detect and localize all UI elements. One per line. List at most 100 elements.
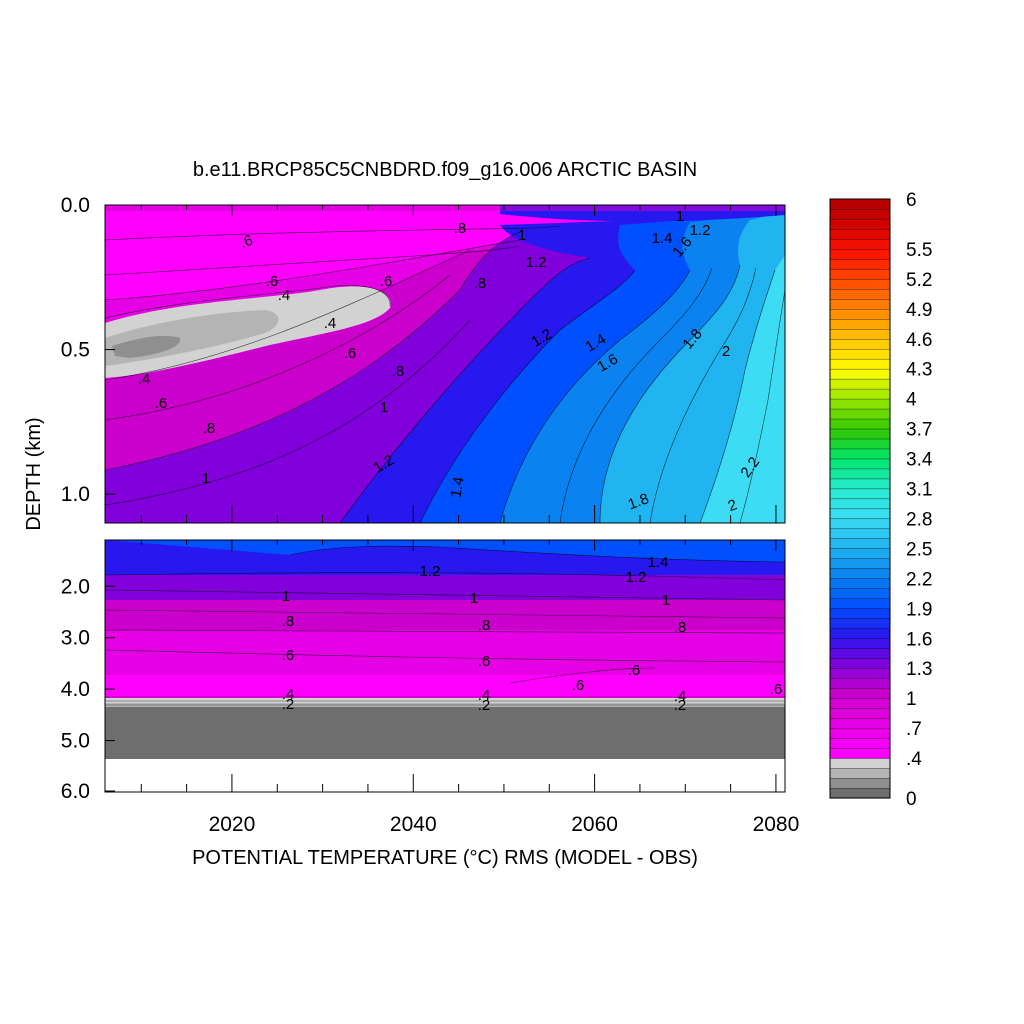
colorbar-swatch	[829, 368, 891, 380]
contour-label: 1.2	[626, 569, 647, 586]
colorbar-swatch	[829, 248, 891, 260]
colorbar-swatch	[829, 618, 891, 629]
contour-line	[105, 249, 471, 381]
colorbar-label: 5.2	[906, 270, 932, 291]
y-tick-label: 3.0	[61, 627, 90, 650]
contour-label: .2	[282, 696, 295, 713]
y-tick-label: 0.0	[61, 194, 90, 217]
colorbar-label: 2.2	[906, 569, 932, 590]
colorbar-label: 2.5	[906, 539, 932, 560]
contour-label: .8	[674, 619, 687, 636]
contour-label: .6	[478, 653, 491, 670]
x-tick-label: 2080	[753, 813, 800, 836]
colorbar-label: 4.6	[906, 330, 932, 351]
contour-line	[289, 545, 785, 563]
colorbar-swatch	[829, 737, 891, 749]
colorbar-swatch	[829, 348, 891, 360]
colorbar-swatch	[829, 688, 891, 699]
colorbar-swatch	[829, 378, 891, 390]
colorbar-swatch	[829, 268, 891, 280]
contour-line	[105, 572, 785, 581]
contour-label: 1	[470, 590, 478, 607]
colorbar-swatch	[829, 398, 891, 410]
colorbar-swatch	[829, 408, 891, 420]
contour-line	[739, 289, 785, 523]
colorbar-label: 4.3	[906, 360, 932, 381]
contour-label: .6	[628, 662, 641, 679]
colorbar-swatch	[829, 198, 891, 210]
chart-title: b.e11.BRCP85C5CNBDRD.f09_g16.006 ARCTIC …	[193, 159, 697, 181]
upper-contour-labels: .6.6.4.6.8.8111.41.21.61.2.4.6.811.21.41…	[138, 208, 764, 515]
contour-label: .6	[155, 395, 168, 412]
colorbar-swatch	[829, 678, 891, 689]
contour-label: .6	[282, 647, 295, 664]
contour-label: 2	[722, 343, 730, 360]
colorbar-swatch	[829, 438, 891, 450]
y-tick-label: 5.0	[61, 730, 90, 753]
contour-label: 1	[518, 227, 526, 244]
contour-line	[105, 649, 785, 663]
colorbar-swatch	[829, 388, 891, 400]
colorbar-swatch	[829, 608, 891, 619]
upper-panel	[105, 205, 785, 523]
contour-label: 1	[676, 208, 684, 225]
y-tick-label: 0.5	[61, 339, 90, 362]
contour-line	[599, 264, 741, 523]
y-axis-ticks: 0.0 0.5 1.0 2.0 3.0 4.0 5.0 6.0	[61, 194, 115, 803]
contour-label: .6	[266, 273, 279, 290]
contour-line	[105, 285, 391, 319]
colorbar-label: 6	[906, 190, 917, 211]
colorbar-swatch	[829, 707, 891, 719]
colorbar-label: .4	[906, 749, 922, 770]
contour-line	[105, 629, 785, 634]
contour-label: .6	[344, 345, 357, 362]
x-axis-ticks: 2020 2040 2060 2080	[140, 205, 800, 836]
colorbar-swatch	[829, 218, 891, 230]
colorbar-frame	[829, 198, 891, 799]
colorbar-swatch	[829, 288, 891, 300]
colorbar-swatch	[829, 328, 891, 340]
contour-label: 1	[282, 588, 290, 605]
colorbar-swatch	[829, 278, 891, 290]
colorbar-swatch	[829, 478, 891, 490]
colorbar-swatch	[829, 548, 891, 559]
colorbar-swatch	[829, 648, 891, 659]
contour-line	[105, 274, 451, 421]
contour-label: .8	[282, 613, 295, 630]
contour-line	[105, 239, 521, 301]
colorbar-swatch	[829, 717, 891, 729]
colorbar-swatch	[829, 787, 891, 799]
lower-band-1.4-1.6	[105, 540, 785, 562]
colorbar-label: 1.6	[906, 629, 932, 650]
colorbar-swatch	[829, 518, 891, 530]
colorbar-swatch	[829, 468, 891, 480]
y-axis-label: DEPTH (km)	[23, 417, 45, 530]
contour-line	[699, 269, 776, 523]
contour-label: 1	[380, 399, 388, 416]
colorbar-label: 4.9	[906, 300, 932, 321]
lower-band-0.8-1.0	[105, 600, 785, 630]
contour-line	[419, 269, 636, 523]
colorbar-swatch	[829, 538, 891, 549]
below-floor-empty	[105, 759, 785, 792]
upper-contour-lines	[105, 225, 785, 523]
contour-line	[105, 319, 471, 506]
y-tick-label: 2.0	[61, 575, 90, 598]
x-tick-label: 2040	[390, 813, 437, 836]
contour-label: .4	[138, 371, 151, 388]
colorbar-swatch	[829, 598, 891, 609]
colorbar-swatch	[829, 747, 891, 759]
lower-band-0.6-0.8	[105, 630, 785, 675]
colorbar-label: 2.8	[906, 509, 932, 530]
upper-panel-frame	[104, 204, 786, 524]
colorbar-label: 3.4	[906, 450, 933, 471]
contour-label: .8	[392, 363, 405, 380]
contour-line	[105, 225, 561, 241]
colorbar-swatch	[829, 697, 891, 709]
contour-label: 1.8	[626, 490, 651, 513]
colorbar-swatch	[829, 448, 891, 460]
colorbar-swatch	[829, 508, 891, 520]
colorbar-swatch	[829, 727, 891, 739]
colorbar-swatch	[829, 338, 891, 350]
